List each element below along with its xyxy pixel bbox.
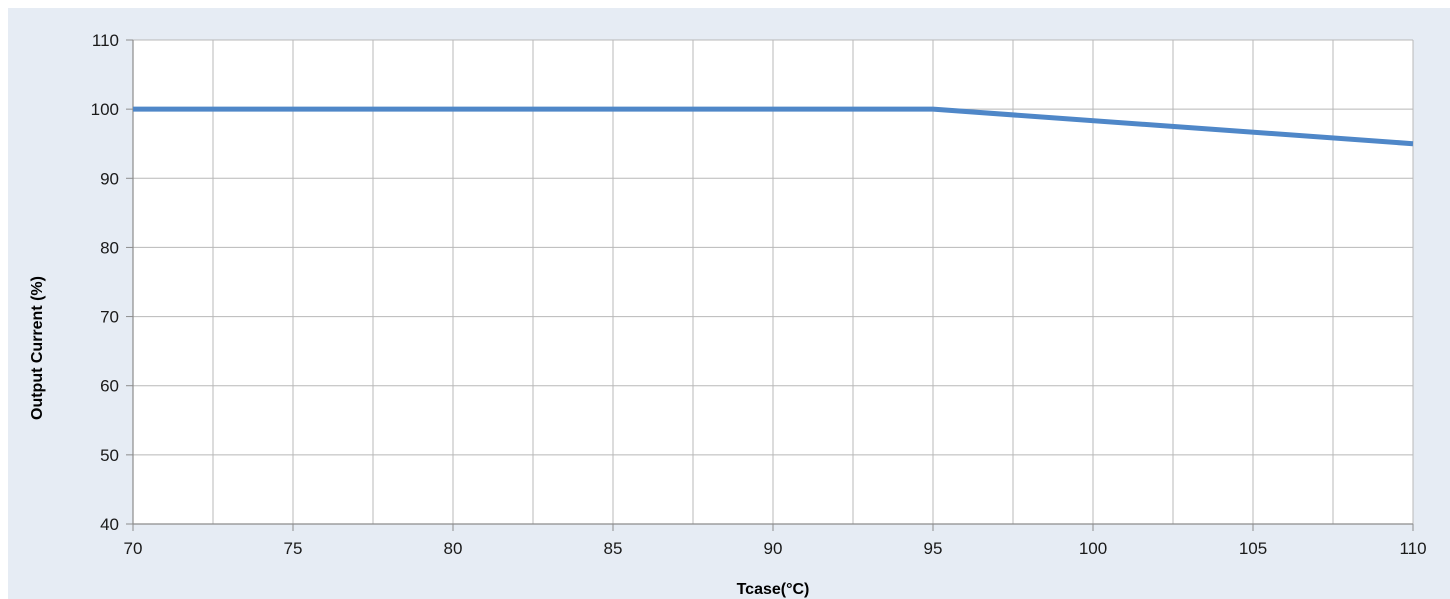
x-tick-label: 70 [124,539,143,558]
y-tick-label: 110 [92,31,119,50]
y-tick-label: 70 [100,308,119,327]
y-tick-label: 50 [100,446,119,465]
series-line [133,106,1414,147]
x-tick-label: 80 [444,539,463,558]
axes [126,39,1414,531]
y-tick-label: 80 [100,238,119,257]
x-tick-label: 105 [1239,539,1267,558]
y-tick-label: 40 [100,515,119,534]
x-tick-label: 75 [284,539,303,558]
x-tick-label: 85 [604,539,623,558]
y-tick-label: 100 [91,100,119,119]
x-axis-title: Tcase(°C) [737,581,810,598]
y-tick-label: 90 [100,169,119,188]
y-tick-label: 60 [100,377,119,396]
series-layer [133,106,1414,147]
grid-lines [133,39,1414,524]
x-tick-label: 95 [924,539,943,558]
tick-labels: 40 50 60 70 80 90 100 110 70 75 80 85 90 95 100 105 110 [91,31,1427,558]
x-tick-label: 100 [1079,539,1107,558]
x-tick-label: 110 [1399,539,1426,558]
y-axis-title: Output Current (%) [29,276,46,420]
x-tick-label: 90 [764,539,783,558]
